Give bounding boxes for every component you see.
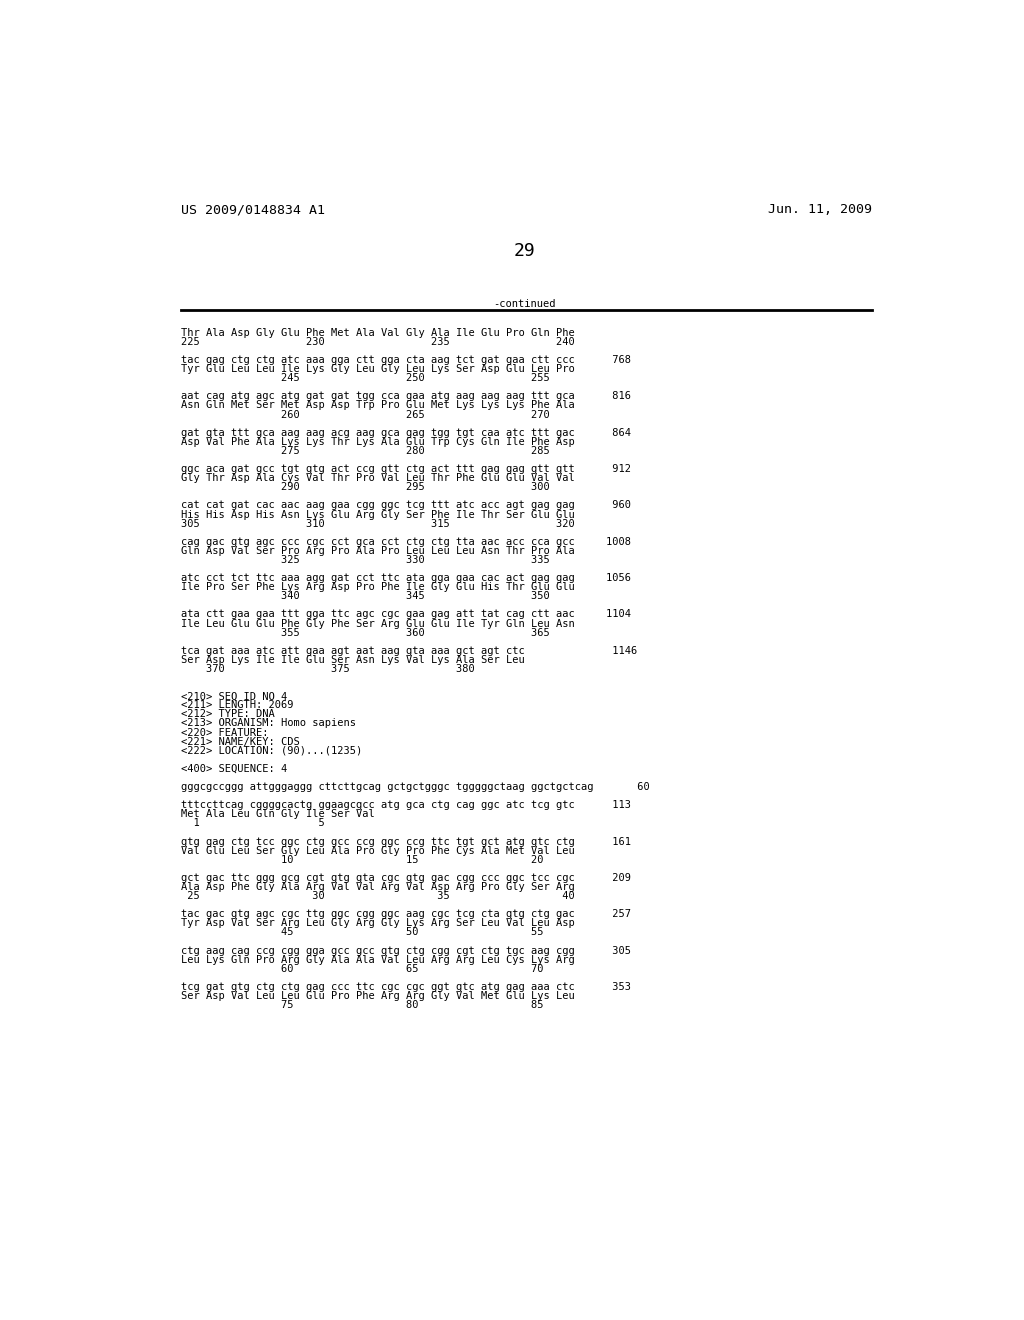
Text: 60                  65                  70: 60 65 70 bbox=[180, 964, 543, 974]
Text: Ala Asp Phe Gly Ala Arg Val Val Arg Val Asp Arg Pro Gly Ser Arg: Ala Asp Phe Gly Ala Arg Val Val Arg Val … bbox=[180, 882, 574, 892]
Text: aat cag atg agc atg gat gat tgg cca gaa atg aag aag aag ttt gca      816: aat cag atg agc atg gat gat tgg cca gaa … bbox=[180, 392, 631, 401]
Text: 29: 29 bbox=[514, 242, 536, 260]
Text: Thr Ala Asp Gly Glu Phe Met Ala Val Gly Ala Ile Glu Pro Gln Phe: Thr Ala Asp Gly Glu Phe Met Ala Val Gly … bbox=[180, 327, 574, 338]
Text: 45                  50                  55: 45 50 55 bbox=[180, 928, 543, 937]
Text: 245                 250                 255: 245 250 255 bbox=[180, 374, 550, 383]
Text: Tyr Asp Val Ser Arg Leu Gly Arg Gly Lys Arg Ser Leu Val Leu Asp: Tyr Asp Val Ser Arg Leu Gly Arg Gly Lys … bbox=[180, 919, 574, 928]
Text: atc cct tct ttc aaa agg gat cct ttc ata gga gaa cac act gag gag     1056: atc cct tct ttc aaa agg gat cct ttc ata … bbox=[180, 573, 631, 583]
Text: -continued: -continued bbox=[494, 300, 556, 309]
Text: Tyr Glu Leu Leu Ile Lys Gly Leu Gly Leu Lys Ser Asp Glu Leu Pro: Tyr Glu Leu Leu Ile Lys Gly Leu Gly Leu … bbox=[180, 364, 574, 374]
Text: Ile Leu Glu Glu Phe Gly Phe Ser Arg Glu Glu Ile Tyr Gln Leu Asn: Ile Leu Glu Glu Phe Gly Phe Ser Arg Glu … bbox=[180, 619, 574, 628]
Text: gtg gag ctg tcc ggc ctg gcc ccg ggc ccg ttc tgt gct atg gtc ctg      161: gtg gag ctg tcc ggc ctg gcc ccg ggc ccg … bbox=[180, 837, 631, 846]
Text: Val Glu Leu Ser Gly Leu Ala Pro Gly Pro Phe Cys Ala Met Val Leu: Val Glu Leu Ser Gly Leu Ala Pro Gly Pro … bbox=[180, 846, 574, 855]
Text: gggcgccggg attgggaggg cttcttgcag gctgctgggc tgggggctaag ggctgctcag       60: gggcgccggg attgggaggg cttcttgcag gctgctg… bbox=[180, 781, 649, 792]
Text: ctg aag cag ccg cgg gga gcc gcc gtg ctg cgg cgt ctg tgc aag cgg      305: ctg aag cag ccg cgg gga gcc gcc gtg ctg … bbox=[180, 945, 631, 956]
Text: <221> NAME/KEY: CDS: <221> NAME/KEY: CDS bbox=[180, 737, 299, 747]
Text: 260                 265                 270: 260 265 270 bbox=[180, 409, 550, 420]
Text: Jun. 11, 2009: Jun. 11, 2009 bbox=[768, 203, 872, 216]
Text: 225                 230                 235                 240: 225 230 235 240 bbox=[180, 337, 574, 347]
Text: <400> SEQUENCE: 4: <400> SEQUENCE: 4 bbox=[180, 764, 287, 774]
Text: Ser Asp Val Leu Leu Glu Pro Phe Arg Arg Gly Val Met Glu Lys Leu: Ser Asp Val Leu Leu Glu Pro Phe Arg Arg … bbox=[180, 991, 574, 1001]
Text: 10                  15                  20: 10 15 20 bbox=[180, 855, 543, 865]
Text: 25                  30                  35                  40: 25 30 35 40 bbox=[180, 891, 574, 902]
Text: <211> LENGTH: 2069: <211> LENGTH: 2069 bbox=[180, 701, 293, 710]
Text: Gly Thr Asp Ala Cys Val Thr Pro Val Leu Thr Phe Glu Glu Val Val: Gly Thr Asp Ala Cys Val Thr Pro Val Leu … bbox=[180, 473, 574, 483]
Text: 275                 280                 285: 275 280 285 bbox=[180, 446, 550, 455]
Text: Leu Lys Gln Pro Arg Gly Ala Ala Val Leu Arg Arg Leu Cys Lys Arg: Leu Lys Gln Pro Arg Gly Ala Ala Val Leu … bbox=[180, 954, 574, 965]
Text: cag gac gtg agc ccc cgc cct gca cct ctg ctg tta aac acc cca gcc     1008: cag gac gtg agc ccc cgc cct gca cct ctg … bbox=[180, 537, 631, 546]
Text: <210> SEQ ID NO 4: <210> SEQ ID NO 4 bbox=[180, 692, 287, 701]
Text: <213> ORGANISM: Homo sapiens: <213> ORGANISM: Homo sapiens bbox=[180, 718, 355, 729]
Text: 305                 310                 315                 320: 305 310 315 320 bbox=[180, 519, 574, 528]
Text: tac gag ctg ctg atc aaa gga ctt gga cta aag tct gat gaa ctt ccc      768: tac gag ctg ctg atc aaa gga ctt gga cta … bbox=[180, 355, 631, 366]
Text: 75                  80                  85: 75 80 85 bbox=[180, 1001, 543, 1010]
Text: gct gac ttc ggg gcg cgt gtg gta cgc gtg gac cgg ccc ggc tcc cgc      209: gct gac ttc ggg gcg cgt gtg gta cgc gtg … bbox=[180, 873, 631, 883]
Text: 290                 295                 300: 290 295 300 bbox=[180, 482, 550, 492]
Text: US 2009/0148834 A1: US 2009/0148834 A1 bbox=[180, 203, 325, 216]
Text: tttccttcag cggggcactg ggaagcgcc atg gca ctg cag ggc atc tcg gtc      113: tttccttcag cggggcactg ggaagcgcc atg gca … bbox=[180, 800, 631, 810]
Text: tac gac gtg agc cgc ttg ggc cgg ggc aag cgc tcg cta gtg ctg gac      257: tac gac gtg agc cgc ttg ggc cgg ggc aag … bbox=[180, 909, 631, 919]
Text: <212> TYPE: DNA: <212> TYPE: DNA bbox=[180, 709, 274, 719]
Text: His His Asp His Asn Lys Glu Arg Gly Ser Phe Ile Thr Ser Glu Glu: His His Asp His Asn Lys Glu Arg Gly Ser … bbox=[180, 510, 574, 520]
Text: <220> FEATURE:: <220> FEATURE: bbox=[180, 727, 268, 738]
Text: Asn Gln Met Ser Met Asp Asp Trp Pro Glu Met Lys Lys Lys Phe Ala: Asn Gln Met Ser Met Asp Asp Trp Pro Glu … bbox=[180, 400, 574, 411]
Text: ata ctt gaa gaa ttt gga ttc agc cgc gaa gag att tat cag ctt aac     1104: ata ctt gaa gaa ttt gga ttc agc cgc gaa … bbox=[180, 610, 631, 619]
Text: ggc aca gat gcc tgt gtg act ccg gtt ctg act ttt gag gag gtt gtt      912: ggc aca gat gcc tgt gtg act ccg gtt ctg … bbox=[180, 465, 631, 474]
Text: Ile Pro Ser Phe Lys Arg Asp Pro Phe Ile Gly Glu His Thr Glu Glu: Ile Pro Ser Phe Lys Arg Asp Pro Phe Ile … bbox=[180, 582, 574, 593]
Text: cat cat gat cac aac aag gaa cgg ggc tcg ttt atc acc agt gag gag      960: cat cat gat cac aac aag gaa cgg ggc tcg … bbox=[180, 500, 631, 511]
Text: Gln Asp Val Ser Pro Arg Pro Ala Pro Leu Leu Leu Asn Thr Pro Ala: Gln Asp Val Ser Pro Arg Pro Ala Pro Leu … bbox=[180, 546, 574, 556]
Text: Met Ala Leu Gln Gly Ile Ser Val: Met Ala Leu Gln Gly Ile Ser Val bbox=[180, 809, 375, 820]
Text: 1                   5: 1 5 bbox=[180, 818, 325, 829]
Text: <222> LOCATION: (90)...(1235): <222> LOCATION: (90)...(1235) bbox=[180, 746, 361, 756]
Text: tcg gat gtg ctg ctg gag ccc ttc cgc cgc ggt gtc atg gag aaa ctc      353: tcg gat gtg ctg ctg gag ccc ttc cgc cgc … bbox=[180, 982, 631, 993]
Text: Asp Val Phe Ala Lys Lys Thr Lys Ala Glu Trp Cys Gln Ile Phe Asp: Asp Val Phe Ala Lys Lys Thr Lys Ala Glu … bbox=[180, 437, 574, 447]
Text: 355                 360                 365: 355 360 365 bbox=[180, 627, 550, 638]
Text: Ser Asp Lys Ile Ile Glu Ser Asn Lys Val Lys Ala Ser Leu: Ser Asp Lys Ile Ile Glu Ser Asn Lys Val … bbox=[180, 655, 524, 665]
Text: gat gta ttt gca aag aag acg aag gca gag tgg tgt caa atc ttt gac      864: gat gta ttt gca aag aag acg aag gca gag … bbox=[180, 428, 631, 438]
Text: 325                 330                 335: 325 330 335 bbox=[180, 554, 550, 565]
Text: tca gat aaa atc att gaa agt aat aag gta aaa gct agt ctc              1146: tca gat aaa atc att gaa agt aat aag gta … bbox=[180, 645, 637, 656]
Text: 370                 375                 380: 370 375 380 bbox=[180, 664, 474, 675]
Text: 340                 345                 350: 340 345 350 bbox=[180, 591, 550, 602]
